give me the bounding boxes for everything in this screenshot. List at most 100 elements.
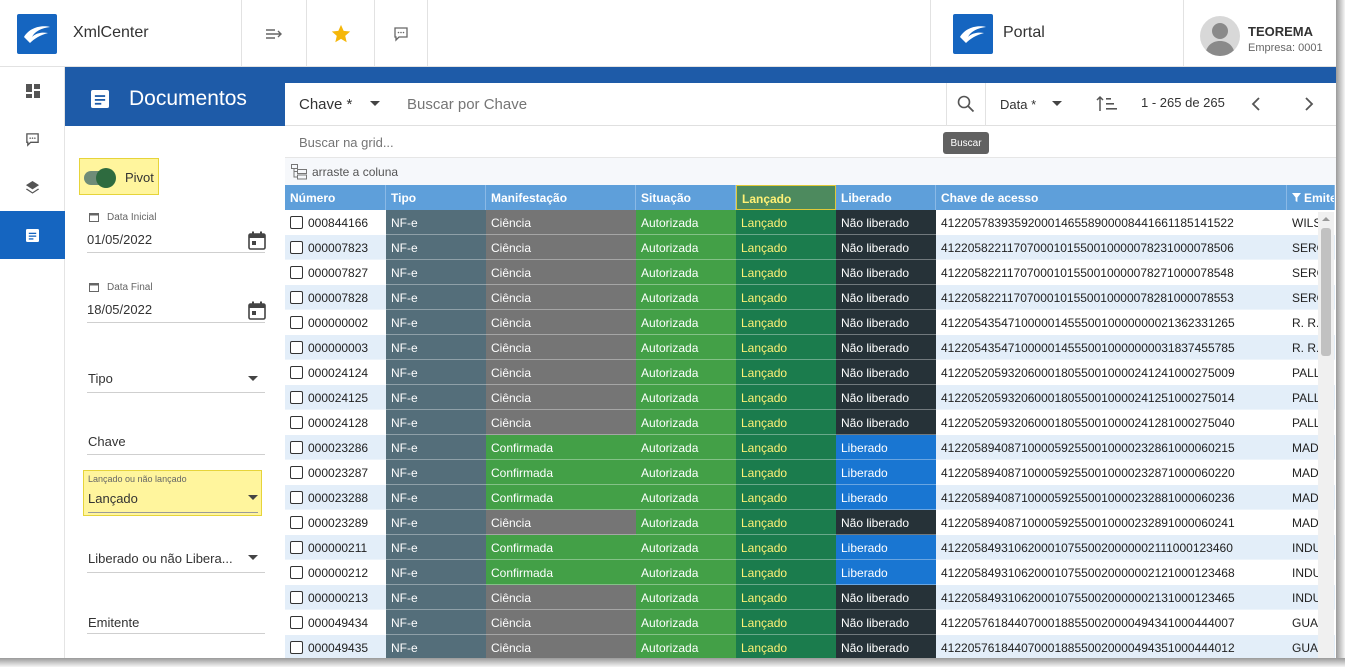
cell-tipo: NF-e [386,360,486,385]
table-row[interactable]: 000000211 NF-e Confirmada Autorizada Lançado… [285,535,1335,560]
calendar-icon[interactable] [248,231,266,250]
scroll-up-icon[interactable] [1321,215,1331,223]
cell-chave-acesso: 4122052059320600018055001000024124100027… [936,360,1287,385]
underline [88,512,258,513]
data-inicial-input[interactable]: 01/05/2022 [87,232,153,247]
chevron-down-icon[interactable] [1052,101,1062,106]
row-checkbox[interactable] [290,366,303,379]
row-checkbox[interactable] [290,566,303,579]
app-title: XmlCenter [73,24,149,41]
scrollbar-thumb[interactable] [1321,228,1331,356]
table-row[interactable]: 000000003 NF-e Ciência Autorizada Lançado Não… [285,335,1335,360]
cell-chave-acesso: 4122058493106200010755002000000213100012… [936,585,1287,610]
column-header-tipo[interactable]: Tipo [386,185,486,210]
row-checkbox[interactable] [290,466,303,479]
cell-liberado: Liberado [836,460,936,485]
chevron-down-icon[interactable] [370,101,380,106]
cell-situacao: Autorizada [636,310,736,335]
table-row[interactable]: 000023288 NF-e Confirmada Autorizada Lançado… [285,485,1335,510]
row-checkbox[interactable] [290,441,303,454]
portal-logo-icon[interactable] [953,14,993,54]
sort-ascending-icon[interactable] [1096,95,1118,113]
chave-input[interactable]: Chave [88,434,126,449]
cell-lancado: Lançado [736,310,836,335]
search-input[interactable] [407,93,927,115]
row-checkbox[interactable] [290,491,303,504]
rail-item-layers[interactable] [0,163,65,211]
header-band [285,67,1336,83]
cell-tipo: NF-e [386,335,486,360]
rail-item-documents[interactable] [0,211,65,259]
row-checkbox[interactable] [290,291,303,304]
row-checkbox[interactable] [290,591,303,604]
collapse-menu-button[interactable] [242,0,306,67]
group-panel[interactable]: arraste a coluna [285,158,1336,185]
row-checkbox[interactable] [290,341,303,354]
table-row[interactable]: 000000002 NF-e Ciência Autorizada Lançado Não… [285,310,1335,335]
cell-emitente: GUAI [1287,610,1335,635]
favorites-button[interactable] [307,0,374,67]
rail-item-dashboard[interactable] [0,67,65,115]
table-row[interactable]: 000024128 NF-e Ciência Autorizada Lançado Não… [285,410,1335,435]
row-checkbox[interactable] [290,316,303,329]
table-row[interactable]: 000024125 NF-e Ciência Autorizada Lançado Não… [285,385,1335,410]
chevron-left-icon[interactable] [1251,97,1261,111]
cell-tipo: NF-e [386,560,486,585]
search-icon[interactable] [957,95,975,113]
lancado-select[interactable]: Lançado ou não lançado Lançado [83,470,262,516]
column-header-situacao[interactable]: Situação [636,185,736,210]
column-header-chave-acesso[interactable]: Chave de acesso [936,185,1287,210]
row-checkbox[interactable] [290,641,303,654]
calendar-icon[interactable] [248,301,266,320]
table-row[interactable]: 000049435 NF-e Ciência Autorizada Lançado Não… [285,635,1335,658]
data-final-input[interactable]: 18/05/2022 [87,302,153,317]
table-row[interactable]: 000024124 NF-e Ciência Autorizada Lançado Não… [285,360,1335,385]
portal-title[interactable]: Portal [1003,24,1045,41]
emitente-input[interactable]: Emitente [88,615,140,630]
cell-manifestacao: Ciência [486,260,636,285]
table-row[interactable]: 000023289 NF-e Ciência Autorizada Lançado Não… [285,510,1335,535]
row-checkbox[interactable] [290,616,303,629]
messages-button[interactable] [375,0,427,67]
cell-situacao: Autorizada [636,235,736,260]
chevron-right-icon[interactable] [1304,97,1314,111]
table-row[interactable]: 000007823 NF-e Ciência Autorizada Lançado Não… [285,235,1335,260]
column-header-lancado[interactable]: Lançado [736,185,836,210]
row-checkbox[interactable] [290,216,303,229]
cell-situacao: Autorizada [636,260,736,285]
pivot-toggle[interactable]: Pivot [79,158,159,195]
table-row[interactable]: 000049434 NF-e Ciência Autorizada Lançado Não… [285,610,1335,635]
table-row[interactable]: 000023287 NF-e Confirmada Autorizada Lançado… [285,460,1335,485]
cell-tipo: NF-e [386,535,486,560]
cell-situacao: Autorizada [636,485,736,510]
column-header-liberado[interactable]: Liberado [836,185,936,210]
table-row[interactable]: 000023286 NF-e Confirmada Autorizada Lançado… [285,435,1335,460]
liberado-select[interactable]: Liberado ou não Libera... [88,551,233,566]
row-checkbox[interactable] [290,391,303,404]
table-row[interactable]: 000007827 NF-e Ciência Autorizada Lançado Não… [285,260,1335,285]
column-header-numero[interactable]: Número [285,185,386,210]
tipo-select[interactable]: Tipo [88,371,113,386]
data-final-label: Data Final [107,282,153,293]
table-row[interactable]: 000844166 NF-e Ciência Autorizada Lançado Não… [285,210,1335,235]
grid-search-input[interactable] [299,133,899,151]
row-checkbox[interactable] [290,516,303,529]
cell-manifestacao: Confirmada [486,435,636,460]
table-row[interactable]: 000007828 NF-e Ciência Autorizada Lançado Não… [285,285,1335,310]
row-checkbox[interactable] [290,241,303,254]
user-avatar-icon[interactable] [1200,16,1240,56]
table-row[interactable]: 000000212 NF-e Confirmada Autorizada Lançado… [285,560,1335,585]
cell-liberado: Não liberado [836,210,936,235]
row-checkbox[interactable] [290,541,303,554]
star-icon [331,24,350,42]
column-header-manifestacao[interactable]: Manifestação [486,185,636,210]
search-field-select[interactable]: Chave * [299,96,353,113]
column-header-emitente[interactable]: Emitente [1287,185,1335,210]
table-row[interactable]: 000000213 NF-e Ciência Autorizada Lançado Não… [285,585,1335,610]
calendar-small-icon [89,213,99,222]
row-checkbox[interactable] [290,416,303,429]
rail-item-messages[interactable] [0,115,65,163]
row-checkbox[interactable] [290,266,303,279]
sort-field-select[interactable]: Data * [1000,97,1037,112]
cell-situacao: Autorizada [636,435,736,460]
